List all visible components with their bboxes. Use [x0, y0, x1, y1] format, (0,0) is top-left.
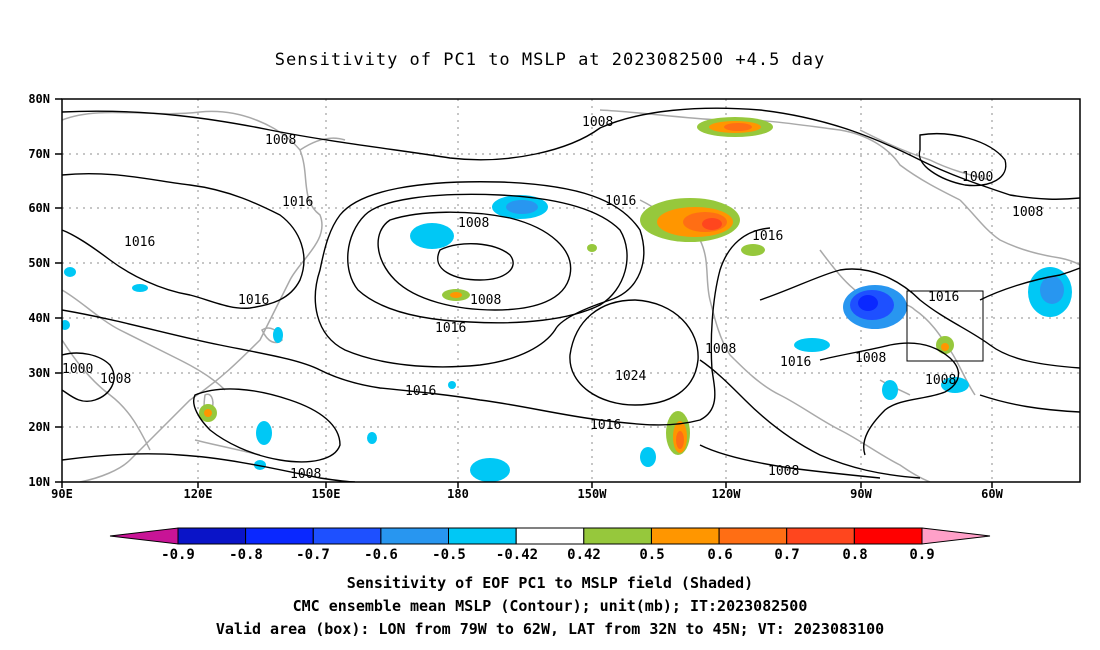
- colorbar-label: -0.42: [496, 547, 538, 563]
- contour-label: 1008: [768, 464, 799, 479]
- colorbar-cell: [380, 527, 449, 545]
- lon-tick-label: 120E: [184, 487, 213, 501]
- contour-label: 1008: [1012, 205, 1043, 220]
- colorbar-label: -0.7: [296, 547, 330, 563]
- contour-label: 1008: [855, 351, 886, 366]
- lat-tick-label: 40N: [28, 311, 50, 325]
- colorbar: -0.9 -0.8 -0.7 -0.6 -0.5 -0.42 0.42 0.5 …: [109, 527, 991, 563]
- contour-label: 1016: [405, 384, 436, 399]
- colorbar-cell: [177, 527, 247, 545]
- colorbar-label: 0.7: [774, 547, 799, 563]
- contour-label: 1008: [458, 216, 489, 231]
- contour-label: 1016: [124, 235, 155, 250]
- contour-label: 1016: [928, 290, 959, 305]
- colorbar-cell: [448, 527, 517, 545]
- grid-lines: [62, 99, 1080, 482]
- contour-label: 1008: [290, 467, 321, 482]
- lat-tick-label: 60N: [28, 201, 50, 215]
- colorbar-label: -0.5: [432, 547, 466, 563]
- lat-tick-label: 30N: [28, 366, 50, 380]
- colorbar-cell: [853, 527, 923, 545]
- colorbar-cells: [177, 527, 923, 545]
- lat-tick-label: 70N: [28, 147, 50, 161]
- lon-axis-labels: 90E 120E 150E 180 150W 120W 90W 60W: [51, 487, 1003, 501]
- contour-label: 1008: [265, 133, 296, 148]
- contour-label: 1016: [605, 194, 636, 209]
- colorbar-label: -0.8: [229, 547, 263, 563]
- lon-tick-label: 180: [447, 487, 469, 501]
- colorbar-cell: [312, 527, 382, 545]
- lat-axis-labels: 80N 70N 60N 50N 40N 30N 20N 10N: [28, 92, 50, 489]
- lon-tick-label: 60W: [981, 487, 1003, 501]
- contour-label: 1008: [100, 372, 131, 387]
- lon-tick-label: 90W: [850, 487, 872, 501]
- contour-label: 1000: [62, 362, 93, 377]
- contour-label: 1008: [470, 293, 501, 308]
- colorbar-label: 0.9: [909, 547, 934, 563]
- colorbar-cell: [786, 527, 855, 545]
- tick-marks: [55, 98, 993, 488]
- contour-label: 1016: [282, 195, 313, 210]
- caption-contour: CMC ensemble mean MSLP (Contour); unit(m…: [292, 597, 808, 615]
- contour-label: 1016: [590, 418, 621, 433]
- colorbar-label: 0.5: [639, 547, 664, 563]
- colorbar-low-end: [109, 527, 179, 545]
- colorbar-cell: [583, 527, 652, 545]
- colorbar-cell: [718, 527, 788, 545]
- colorbar-cell: [245, 527, 314, 545]
- contour-label: 1000: [962, 170, 993, 185]
- lon-tick-label: 150W: [578, 487, 608, 501]
- lat-tick-label: 50N: [28, 256, 50, 270]
- contour-label: 1016: [752, 229, 783, 244]
- lat-tick-label: 80N: [28, 92, 50, 106]
- lon-tick-label: 150E: [312, 487, 341, 501]
- contour-label: 1024: [615, 369, 646, 384]
- valid-area-box: [906, 290, 984, 362]
- caption-shaded: Sensitivity of EOF PC1 to MSLP field (Sh…: [346, 574, 754, 592]
- contour-label: 1008: [582, 115, 613, 130]
- contour-label: 1008: [705, 342, 736, 357]
- colorbar-label: -0.9: [161, 547, 195, 563]
- colorbar-cell: [515, 527, 585, 545]
- colorbar-label: 0.42: [567, 547, 601, 563]
- lon-tick-label: 90E: [51, 487, 73, 501]
- caption-valid-area: Valid area (box): LON from 79W to 62W, L…: [215, 620, 885, 638]
- contour-label: 1016: [238, 293, 269, 308]
- colorbar-labels: -0.9 -0.8 -0.7 -0.6 -0.5 -0.42 0.42 0.5 …: [161, 547, 935, 563]
- map-title: Sensitivity of PC1 to MSLP at 2023082500…: [274, 50, 826, 70]
- colorbar-label: 0.8: [842, 547, 867, 563]
- colorbar-high-end: [921, 527, 991, 545]
- sensitivity-shading: [62, 117, 1072, 482]
- contour-label: 1016: [780, 355, 811, 370]
- colorbar-cell: [651, 527, 720, 545]
- lat-tick-label: 10N: [28, 475, 50, 489]
- colorbar-label: 0.6: [707, 547, 732, 563]
- contour-label-group: 1008 1008 1000 1008 1016 1016 1008 1016 …: [62, 115, 1043, 482]
- contour-label: 1008: [925, 373, 956, 388]
- lon-tick-label: 120W: [712, 487, 742, 501]
- mslp-contours: [62, 107, 1080, 482]
- contour-label: 1016: [435, 321, 466, 336]
- colorbar-label: -0.6: [364, 547, 398, 563]
- plot-frame: [61, 98, 1081, 483]
- lat-tick-label: 20N: [28, 420, 50, 434]
